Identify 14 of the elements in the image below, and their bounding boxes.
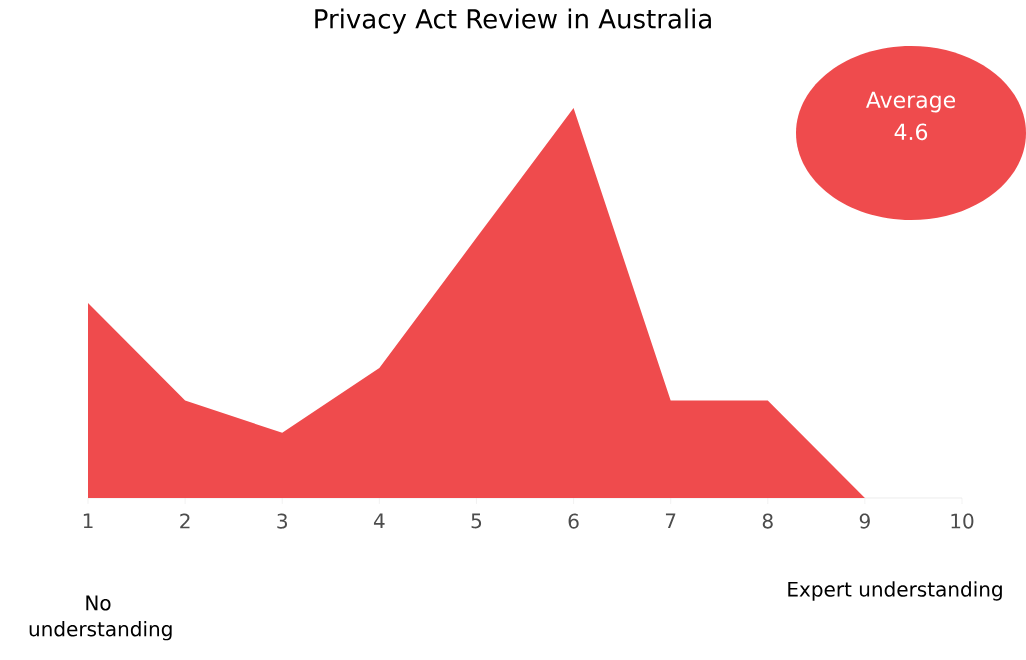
x-tick-label: 9 [859, 513, 870, 529]
x-tick-label: 6 [568, 513, 579, 529]
x-tick-label: 1 [83, 513, 93, 529]
x-tick-label: 7 [665, 513, 676, 529]
x-tick-label: 4 [373, 513, 385, 529]
chart-title: Privacy Act Review in Australia [315, 8, 711, 34]
text: Expert understanding [788, 581, 1002, 601]
x-tick-label: 8 [762, 513, 773, 529]
annotation: Average 4.6 [866, 91, 956, 141]
x-tick-label: 2 [180, 513, 190, 529]
x-tick-label: 10 [951, 513, 974, 529]
x-tick-label: 3 [277, 513, 287, 529]
x-tick-label: 5 [471, 513, 482, 529]
text: No understanding [29, 595, 172, 641]
